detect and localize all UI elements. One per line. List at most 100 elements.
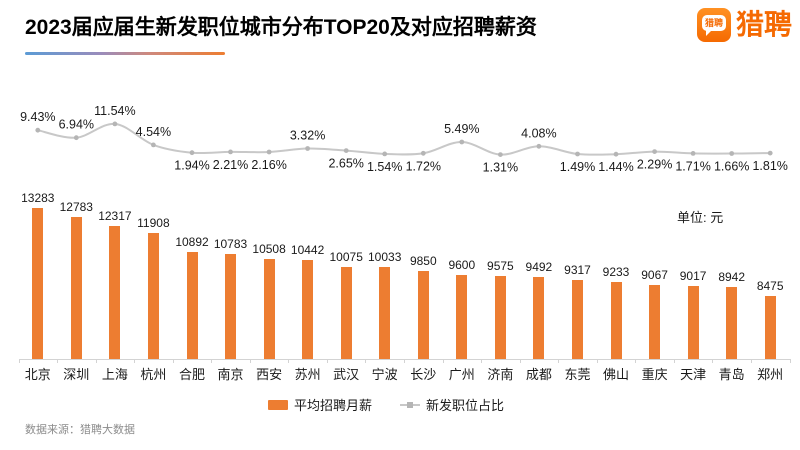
bar-value-label: 9850 (409, 253, 437, 268)
bar-value-label: 12783 (59, 200, 93, 215)
bar-value-label: 9233 (602, 264, 630, 279)
bar-长沙 (417, 270, 429, 359)
line-marker-icon (35, 127, 41, 133)
line-point-label: 1.72% (406, 159, 441, 173)
x-axis-tick (95, 359, 97, 363)
bar-广州 (456, 275, 468, 359)
line-point-label: 2.16% (251, 158, 286, 172)
unit-label: 单位: 元 (677, 210, 724, 225)
x-axis-tick (404, 359, 405, 363)
line-marker-icon (73, 135, 79, 141)
line-point-label: 2.29% (637, 158, 672, 172)
line-marker-icon (459, 139, 465, 145)
bar-legend-swatch-icon (268, 399, 288, 410)
x-axis-tick (789, 359, 791, 363)
line-marker-icon (151, 142, 156, 148)
bar-合肥 (186, 251, 198, 359)
category-label: 长沙 (410, 367, 437, 382)
x-axis-tick (558, 359, 560, 363)
bar-深圳 (70, 217, 82, 359)
category-label: 武汉 (333, 367, 360, 382)
line-point-label: 11.54% (94, 104, 135, 118)
line-series-path (37, 122, 771, 156)
category-label: 天津 (680, 367, 707, 382)
line-point-label: 1.44% (598, 160, 633, 174)
line-point-label: 3.32% (290, 129, 325, 143)
line-marker-icon (729, 151, 735, 156)
legend-item-salary: 平均招聘月薪 (268, 395, 372, 414)
category-label: 成都 (525, 367, 552, 382)
category-label: 合肥 (178, 367, 206, 382)
bar-武汉 (340, 266, 352, 359)
line-marker-icon (690, 151, 696, 156)
bar-西安 (263, 258, 275, 359)
line-marker-icon (266, 149, 272, 155)
line-point-label: 9.43% (20, 110, 55, 124)
category-label: 南京 (217, 367, 244, 382)
line-point-label: 1.94% (174, 159, 209, 173)
line-point-label: 2.65% (328, 157, 363, 171)
x-axis-tick (365, 359, 367, 363)
x-axis-tick (635, 359, 637, 363)
bar-value-label: 9575 (487, 258, 514, 273)
bar-佛山 (610, 281, 622, 359)
line-point-label: 5.49% (444, 122, 479, 136)
line-point-label: 1.81% (752, 159, 787, 173)
category-label: 佛山 (602, 367, 630, 382)
bar-value-label: 10892 (175, 234, 209, 249)
bar-成都 (533, 277, 545, 359)
bar-杭州 (147, 233, 159, 359)
category-label: 宁波 (371, 367, 398, 382)
x-axis-tick (249, 359, 251, 363)
line-point-label: 4.54% (136, 125, 171, 139)
line-point-label: 6.94% (59, 118, 94, 132)
category-label: 北京 (24, 367, 51, 382)
bar-value-label: 11908 (137, 216, 170, 230)
legend-label-ratio: 新发职位占比 (426, 398, 505, 413)
page-title: 2023届应届生新发职位城市分布TOP20及对应招聘薪资 (25, 16, 537, 39)
line-marker-icon (613, 151, 619, 157)
data-source-note: 数据来源：猎聘大数据 (25, 424, 135, 436)
bar-上海 (109, 225, 121, 359)
speech-bubble-icon: 猎聘 (701, 15, 726, 36)
category-label: 济南 (487, 367, 514, 382)
line-marker-icon (305, 146, 310, 151)
line-marker-icon (343, 148, 349, 154)
bar-北京 (32, 208, 44, 359)
category-label: 深圳 (63, 367, 90, 382)
x-axis-tick (673, 359, 675, 363)
line-point-label: 2.21% (213, 158, 248, 172)
liepin-logo-icon: 猎聘 (696, 8, 731, 42)
x-axis-tick (596, 359, 598, 363)
category-label: 重庆 (641, 367, 668, 382)
x-axis-tick (172, 359, 174, 363)
line-marker-icon (652, 149, 657, 155)
bar-青岛 (726, 287, 738, 359)
bar-value-label: 9067 (641, 267, 668, 282)
category-label: 苏州 (294, 367, 321, 382)
legend-label-salary: 平均招聘月薪 (294, 398, 373, 413)
line-marker-icon (767, 150, 773, 156)
bar-郑州 (764, 295, 776, 359)
bar-宁波 (379, 267, 391, 359)
x-axis-tick (519, 359, 521, 363)
line-marker-icon (575, 151, 580, 157)
x-axis-tick (481, 359, 483, 363)
x-axis-tick (442, 359, 444, 363)
line-marker-icon (498, 152, 503, 158)
line-marker-icon (536, 143, 542, 149)
line-point-label: 1.49% (560, 160, 595, 174)
line-marker-icon (112, 121, 118, 127)
logo-wordmark: 猎聘 (735, 9, 792, 40)
bar-value-label: 10033 (368, 250, 402, 265)
bar-value-label: 10075 (329, 249, 363, 264)
line-point-label: 1.71% (675, 159, 710, 173)
bar-value-label: 12317 (98, 208, 132, 223)
x-axis-tick (18, 359, 20, 363)
bar-value-label: 13283 (21, 191, 55, 205)
x-axis-tick (712, 359, 714, 363)
bar-济南 (494, 275, 506, 359)
legend-item-ratio: 新发职位占比 (400, 395, 504, 414)
